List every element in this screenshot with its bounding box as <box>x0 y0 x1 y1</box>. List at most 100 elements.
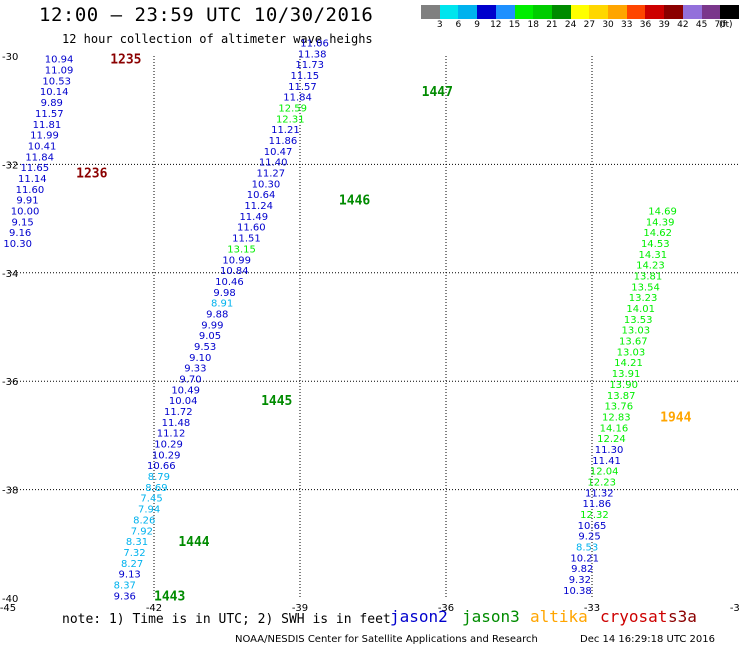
y-tick-label: -40 <box>2 594 18 605</box>
swh-value: 13.53 <box>624 315 653 326</box>
x-tick-label: -45 <box>0 603 16 614</box>
swh-value: 10.04 <box>169 396 198 407</box>
color-swatch <box>514 5 534 19</box>
swh-value: 11.38 <box>298 49 327 60</box>
swh-value: 11.12 <box>157 429 186 440</box>
swh-value: 14.01 <box>626 304 655 315</box>
swh-value: 13.91 <box>612 369 641 380</box>
swh-value: 9.89 <box>41 98 63 109</box>
swh-value: 13.03 <box>617 347 646 358</box>
swh-value: 11.86 <box>269 136 298 147</box>
swh-value: 10.94 <box>45 55 74 66</box>
swh-value: 10.84 <box>220 266 249 277</box>
color-scale-tick: 27 <box>583 20 596 30</box>
legend-altika: altika <box>530 607 588 626</box>
y-tick-label: -38 <box>2 486 18 497</box>
swh-value: 10.66 <box>147 461 176 472</box>
swh-value: 7.32 <box>123 548 145 559</box>
swh-value: 9.98 <box>213 288 235 299</box>
swh-value: 11.65 <box>20 163 49 174</box>
swh-value: 9.05 <box>199 331 221 342</box>
pass-time-label: 1447 <box>422 85 453 100</box>
credit-line: NOAA/NESDIS Center for Satellite Applica… <box>235 634 538 645</box>
swh-value: 9.33 <box>184 364 206 375</box>
color-scale-tick: 21 <box>546 20 558 30</box>
swh-value: 14.16 <box>600 423 629 434</box>
swh-value: 14.39 <box>646 217 675 228</box>
color-scale-tick: 39 <box>658 20 670 30</box>
swh-value: 9.99 <box>201 320 223 331</box>
swh-value: 10.53 <box>42 76 71 87</box>
swh-value: 8.69 <box>145 483 167 494</box>
swh-value: 11.99 <box>30 131 59 142</box>
swh-value: 14.23 <box>636 261 665 272</box>
swh-value: 11.24 <box>244 201 273 212</box>
color-swatch <box>533 5 552 19</box>
color-swatch <box>645 5 665 19</box>
pass-time-label: 1446 <box>339 194 370 209</box>
swh-value: 8.79 <box>148 472 170 483</box>
color-scale-tick: 30 <box>602 20 614 30</box>
y-tick-label: -34 <box>2 269 18 280</box>
swh-value: 13.81 <box>634 272 663 283</box>
swh-value: 10.65 <box>578 521 607 532</box>
color-scale-tick: 18 <box>527 20 539 30</box>
color-scale-tick: 24 <box>564 20 577 30</box>
color-swatch <box>682 5 702 19</box>
swh-value: 11.84 <box>283 93 312 104</box>
swh-value: 13.54 <box>631 282 660 293</box>
swh-value: 11.49 <box>239 212 268 223</box>
swh-value: 14.53 <box>641 239 670 250</box>
swh-value: 9.13 <box>119 570 141 581</box>
swh-value: 10.00 <box>11 206 40 217</box>
y-tick-label: -32 <box>2 160 18 171</box>
swh-value: 11.57 <box>35 109 64 120</box>
generation-timestamp: Dec 14 16:29:18 UTC 2016 <box>580 634 715 645</box>
color-scale-tick: 6 <box>455 20 462 30</box>
pass-time-label: 1445 <box>261 394 292 409</box>
swh-value: 9.91 <box>16 196 38 207</box>
x-tick-label: -39 <box>292 603 308 614</box>
swh-value: 9.16 <box>9 228 31 239</box>
swh-value: 12.23 <box>587 477 616 488</box>
color-swatch <box>608 5 627 19</box>
swh-value: 14.69 <box>648 206 677 217</box>
color-swatch <box>720 5 739 19</box>
swh-value: 12.32 <box>580 510 609 521</box>
legend-jason2: jason2 <box>390 607 448 626</box>
color-scale-tick: 3 <box>436 20 443 30</box>
swh-value: 13.67 <box>619 337 648 348</box>
swh-value: 11.15 <box>291 71 320 82</box>
swh-value: 14.62 <box>643 228 672 239</box>
swh-value: 10.47 <box>264 147 293 158</box>
color-scale-unit: (ft) <box>719 20 733 30</box>
swh-value: 11.21 <box>271 125 300 136</box>
swh-value: 10.14 <box>40 87 69 98</box>
swh-value: 11.57 <box>288 82 317 93</box>
swh-value: 13.90 <box>609 380 638 391</box>
swh-value: 8.91 <box>211 299 233 310</box>
swh-value: 14.21 <box>614 358 643 369</box>
x-tick-label: -42 <box>146 603 162 614</box>
x-tick-label: -30 <box>730 603 740 614</box>
color-swatch <box>589 5 609 19</box>
color-swatch <box>701 5 721 19</box>
swh-value: 11.30 <box>595 445 624 456</box>
swh-value: 7.45 <box>140 494 162 505</box>
swh-value: 13.23 <box>629 293 658 304</box>
footer-note: note: 1) Time is in UTC; 2) SWH is in fe… <box>62 612 391 627</box>
color-scale-tick: 12 <box>490 20 502 30</box>
swh-value: 11.09 <box>45 66 74 77</box>
swh-value: 7.92 <box>131 526 153 537</box>
swh-value: 9.70 <box>179 374 201 385</box>
swh-value: 11.86 <box>583 499 612 510</box>
y-tick-label: -36 <box>2 377 18 388</box>
swh-value: 10.46 <box>215 277 244 288</box>
pass-time-label: 1443 <box>154 589 185 604</box>
color-scale-tick: 42 <box>677 20 689 30</box>
swh-value: 10.41 <box>28 141 57 152</box>
swh-value: 12.31 <box>276 114 305 125</box>
color-scale-tick: 70 <box>714 20 727 30</box>
color-swatch <box>551 5 571 19</box>
